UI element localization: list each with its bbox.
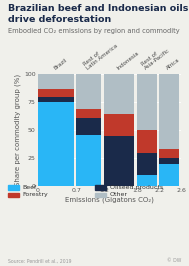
Text: Africa: Africa — [166, 57, 181, 71]
Bar — [137, 74, 156, 130]
Bar — [137, 153, 156, 175]
Bar — [77, 74, 101, 109]
Bar — [77, 109, 101, 118]
Bar — [38, 89, 74, 97]
Text: Beef: Beef — [23, 185, 37, 190]
Bar — [77, 118, 101, 135]
Text: Brazilian beef and Indonesian oils
drive deforestation: Brazilian beef and Indonesian oils drive… — [8, 4, 188, 24]
Bar — [159, 158, 179, 164]
Bar — [159, 74, 179, 149]
Text: Other: Other — [110, 193, 128, 197]
Text: Rest of
Latin America: Rest of Latin America — [82, 39, 119, 71]
Text: Embodied CO₂ emissions by region and commodity: Embodied CO₂ emissions by region and com… — [8, 28, 179, 34]
Bar — [159, 149, 179, 158]
X-axis label: Emissions (Gigatons CO₂): Emissions (Gigatons CO₂) — [65, 196, 154, 203]
Text: Source: Pendrill et al., 2019: Source: Pendrill et al., 2019 — [8, 258, 71, 263]
Bar — [137, 130, 156, 153]
Bar — [104, 114, 135, 136]
Bar — [137, 175, 156, 186]
Bar — [104, 74, 135, 114]
Text: Brazil: Brazil — [53, 58, 68, 71]
Y-axis label: Share per commodity group (%): Share per commodity group (%) — [15, 74, 21, 186]
Bar — [159, 164, 179, 186]
Bar — [38, 97, 74, 102]
Bar — [104, 136, 135, 186]
Text: Oilseed products: Oilseed products — [110, 185, 163, 190]
Text: Indonesia: Indonesia — [116, 51, 140, 71]
Bar — [38, 102, 74, 186]
Text: Forestry: Forestry — [23, 193, 48, 197]
Bar — [77, 135, 101, 186]
Bar — [38, 74, 74, 89]
Text: © DW: © DW — [167, 258, 181, 263]
Text: Rest of
Asia-Pacific: Rest of Asia-Pacific — [140, 43, 171, 71]
